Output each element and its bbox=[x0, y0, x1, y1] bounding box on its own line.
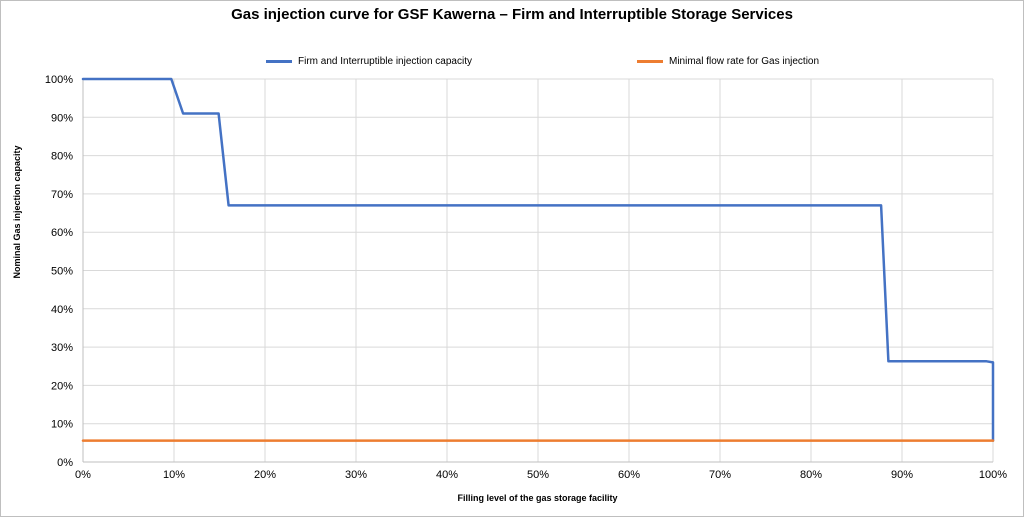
y-tick-label: 40% bbox=[51, 304, 73, 316]
legend-label-minimal-flow: Minimal flow rate for Gas injection bbox=[669, 55, 820, 67]
x-tick-label: 20% bbox=[254, 469, 276, 481]
y-tick-label: 20% bbox=[51, 380, 73, 392]
x-tick-label: 100% bbox=[979, 469, 1007, 481]
legend-item-injection-capacity: Firm and Interruptible injection capacit… bbox=[266, 54, 472, 68]
legend-label-injection-capacity: Firm and Interruptible injection capacit… bbox=[298, 55, 472, 67]
x-tick-label: 80% bbox=[800, 469, 822, 481]
y-tick-label: 0% bbox=[57, 457, 73, 469]
y-tick-label: 50% bbox=[51, 266, 73, 278]
legend-item-minimal-flow: Minimal flow rate for Gas injection bbox=[637, 54, 819, 68]
x-tick-label: 90% bbox=[891, 469, 913, 481]
series-line-injection-capacity bbox=[81, 77, 995, 442]
y-tick-label: 30% bbox=[51, 342, 73, 354]
y-tick-label: 70% bbox=[51, 189, 73, 201]
y-tick-label: 100% bbox=[45, 74, 73, 86]
chart-title: Gas injection curve for GSF Kawerna – Fi… bbox=[231, 6, 793, 23]
y-tick-label: 60% bbox=[51, 227, 73, 239]
x-tick-label: 40% bbox=[436, 469, 458, 481]
y-tick-label: 10% bbox=[51, 419, 73, 431]
x-tick-label: 50% bbox=[527, 469, 549, 481]
legend-swatch-orange bbox=[637, 59, 663, 63]
legend-swatch-blue bbox=[266, 59, 292, 63]
y-tick-label: 90% bbox=[51, 112, 73, 124]
x-axis-label: Filling level of the gas storage facilit… bbox=[457, 493, 618, 503]
y-tick-label: 80% bbox=[51, 151, 73, 163]
x-tick-label: 0% bbox=[75, 469, 91, 481]
x-tick-label: 60% bbox=[618, 469, 640, 481]
x-tick-label: 70% bbox=[709, 469, 731, 481]
x-tick-label: 10% bbox=[163, 469, 185, 481]
x-tick-label: 30% bbox=[345, 469, 367, 481]
